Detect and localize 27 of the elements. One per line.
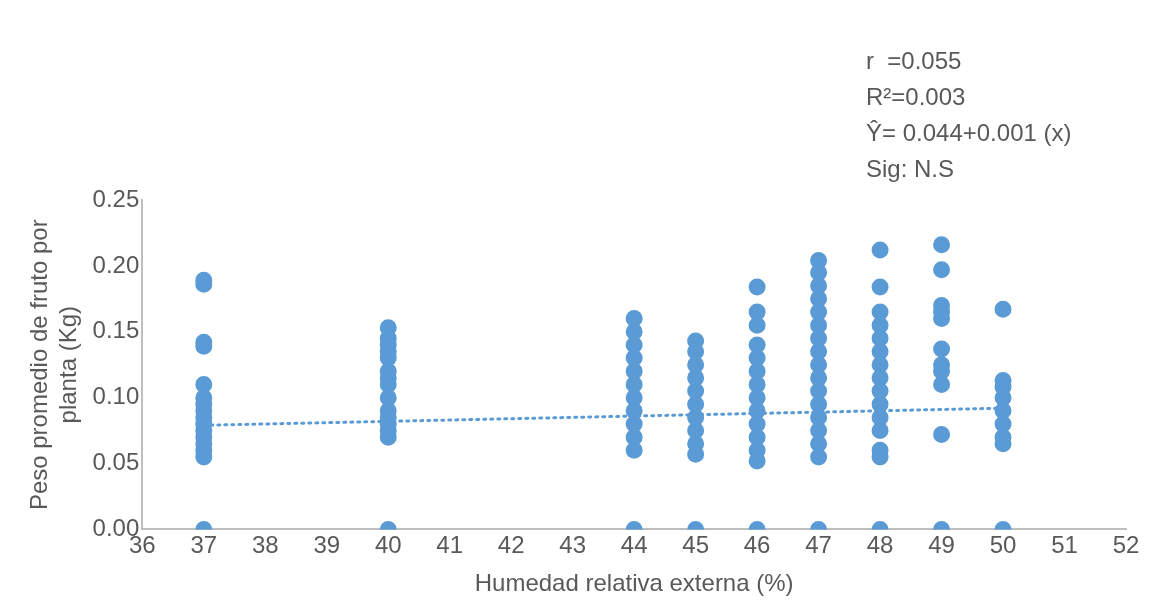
- text: R²=0.003: [866, 82, 966, 110]
- x-axis-title: Humedad relativa externa (%): [474, 569, 794, 597]
- x-tick-label: 37: [190, 531, 218, 559]
- x-tick-label: 44: [620, 531, 648, 559]
- x-tick-label: 42: [497, 531, 525, 559]
- x-tick-label: 38: [251, 531, 279, 559]
- text: r =0.055: [866, 46, 962, 74]
- x-tick-label: 47: [805, 531, 832, 559]
- x-tick-label: 51: [1051, 531, 1078, 559]
- x-tick-label: 50: [989, 531, 1017, 559]
- x-tick-label: 48: [866, 531, 894, 559]
- y-tick-label: 0.25: [92, 184, 140, 212]
- y-tick-label: 0.20: [92, 250, 140, 278]
- y-tick-label: 0.05: [92, 448, 140, 476]
- x-tick-label: 43: [559, 531, 587, 559]
- x-tick-label: 41: [436, 531, 464, 559]
- x-tick-label: 46: [743, 531, 771, 559]
- x-tick-label: 45: [682, 531, 709, 559]
- text: Sig: N.S: [866, 154, 955, 182]
- text: Ŷ= 0.044+0.001 (x): [866, 118, 1072, 146]
- y-tick-label: 0.15: [92, 316, 140, 344]
- x-tick-label: 39: [313, 531, 341, 559]
- x-tick-label: 52: [1112, 531, 1140, 559]
- x-tick-label: 49: [928, 531, 955, 559]
- y-axis-title: Peso promedio de fruto por planta (Kg): [25, 219, 81, 511]
- x-tick-label: 40: [374, 531, 402, 559]
- y-tick-label: 0.10: [92, 382, 140, 410]
